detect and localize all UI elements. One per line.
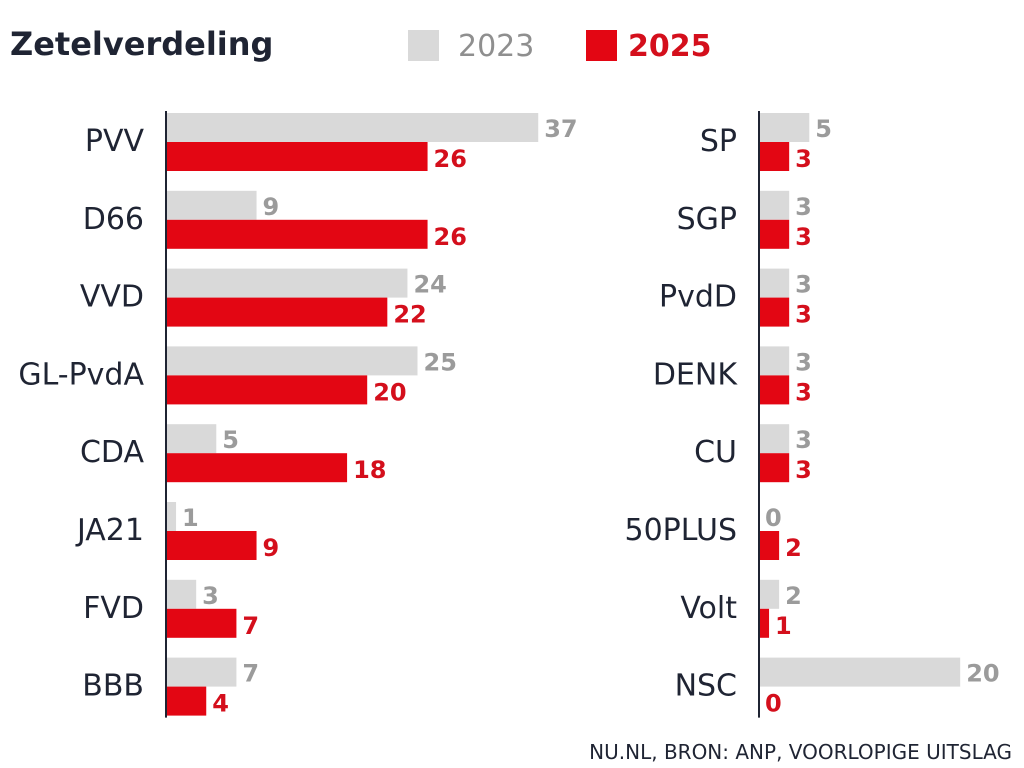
- bar-2025-denk: [759, 375, 790, 405]
- category-label-bbb: BBB: [82, 669, 144, 704]
- value-label-2023-gl-pvda: 25: [424, 348, 457, 376]
- value-label-2023-volt: 2: [785, 582, 802, 610]
- bar-2025-volt: [759, 608, 770, 638]
- category-label-vvd: VVD: [80, 280, 144, 315]
- category-label-ja21: JA21: [75, 513, 144, 548]
- category-label-volt: Volt: [680, 591, 737, 626]
- value-label-2025-gl-pvda: 20: [373, 378, 406, 406]
- source-note: NU.NL, BRON: ANP, VOORLOPIGE UITSLAG: [589, 740, 1012, 764]
- bar-2025-cu: [759, 453, 790, 483]
- bar-2025-vvd: [166, 297, 388, 327]
- value-label-2023-bbb: 7: [242, 660, 259, 688]
- value-label-2023-d66: 9: [263, 193, 280, 221]
- value-label-2025-pvdd: 3: [795, 301, 812, 329]
- bar-2023-pvdd: [759, 268, 790, 298]
- bar-2023-gl-pvda: [166, 346, 418, 376]
- value-label-2025-sgp: 3: [795, 223, 812, 251]
- category-label-cda: CDA: [80, 435, 145, 470]
- value-label-2025-denk: 3: [795, 378, 812, 406]
- legend-label-2023: 2023: [458, 29, 534, 64]
- category-label-sgp: SGP: [677, 202, 737, 237]
- value-label-2023-pvdd: 3: [795, 271, 812, 299]
- value-label-2023-pvv: 37: [544, 115, 577, 143]
- bar-2025-pvv: [166, 142, 428, 171]
- bar-2025-sgp: [759, 219, 790, 249]
- value-label-2025-50plus: 2: [785, 534, 802, 562]
- bar-2025-pvdd: [759, 297, 790, 327]
- value-label-2025-cda: 18: [353, 456, 386, 484]
- category-label-pvdd: PvdD: [659, 280, 737, 315]
- value-label-2025-volt: 1: [775, 612, 792, 640]
- value-label-2023-sp: 5: [815, 115, 832, 143]
- chart-title: Zetelverdeling: [10, 25, 273, 63]
- legend-swatch-2023: [408, 30, 439, 61]
- value-label-2023-cu: 3: [795, 426, 812, 454]
- bar-2025-ja21: [166, 531, 257, 560]
- bar-2023-bbb: [166, 657, 237, 687]
- bar-2025-cda: [166, 453, 348, 483]
- value-label-2025-ja21: 9: [263, 534, 280, 562]
- value-label-2023-denk: 3: [795, 348, 812, 376]
- category-label-50plus: 50PLUS: [625, 513, 738, 548]
- value-label-2025-sp: 3: [795, 145, 812, 173]
- bar-2023-sgp: [759, 190, 790, 220]
- value-label-2025-fvd: 7: [242, 612, 259, 640]
- bar-2025-bbb: [166, 686, 207, 716]
- bar-2025-sp: [759, 142, 790, 171]
- bar-2023-pvv: [166, 113, 539, 142]
- value-label-2023-cda: 5: [222, 426, 239, 454]
- bar-2025-fvd: [166, 608, 237, 638]
- value-label-2025-vvd: 22: [393, 301, 426, 329]
- category-label-sp: SP: [700, 124, 737, 159]
- bar-2023-cda: [166, 424, 217, 454]
- value-label-2025-cu: 3: [795, 456, 812, 484]
- bar-2023-ja21: [166, 502, 177, 531]
- bar-2023-volt: [759, 579, 780, 609]
- bar-2023-sp: [759, 113, 810, 142]
- category-label-nsc: NSC: [675, 669, 737, 704]
- bar-2023-nsc: [759, 657, 961, 687]
- category-label-fvd: FVD: [83, 591, 144, 626]
- legend-swatch-2025: [586, 30, 617, 61]
- bar-2023-cu: [759, 424, 790, 454]
- value-label-2023-sgp: 3: [795, 193, 812, 221]
- category-label-cu: CU: [694, 435, 737, 470]
- legend-label-2025: 2025: [628, 29, 712, 64]
- value-label-2023-ja21: 1: [182, 504, 199, 532]
- value-label-2023-50plus: 0: [765, 504, 782, 532]
- value-label-2025-pvv: 26: [434, 145, 467, 173]
- value-label-2025-bbb: 4: [212, 690, 229, 718]
- category-label-pvv: PVV: [85, 124, 145, 159]
- value-label-2023-vvd: 24: [413, 271, 446, 299]
- value-label-2025-nsc: 0: [765, 690, 782, 718]
- legend: 2023 2025: [408, 29, 712, 64]
- category-label-denk: DENK: [653, 357, 738, 392]
- bar-2025-50plus: [759, 531, 780, 560]
- category-label-gl-pvda: GL-PvdA: [18, 357, 144, 392]
- bar-2023-vvd: [166, 268, 408, 298]
- bar-2023-d66: [166, 190, 257, 220]
- bar-2023-fvd: [166, 579, 197, 609]
- value-label-2023-nsc: 20: [966, 660, 999, 688]
- bar-2025-d66: [166, 219, 428, 249]
- value-label-2023-fvd: 3: [202, 582, 219, 610]
- bar-2023-denk: [759, 346, 790, 376]
- category-label-d66: D66: [83, 202, 144, 237]
- bar-2025-gl-pvda: [166, 375, 368, 405]
- value-label-2025-d66: 26: [434, 223, 467, 251]
